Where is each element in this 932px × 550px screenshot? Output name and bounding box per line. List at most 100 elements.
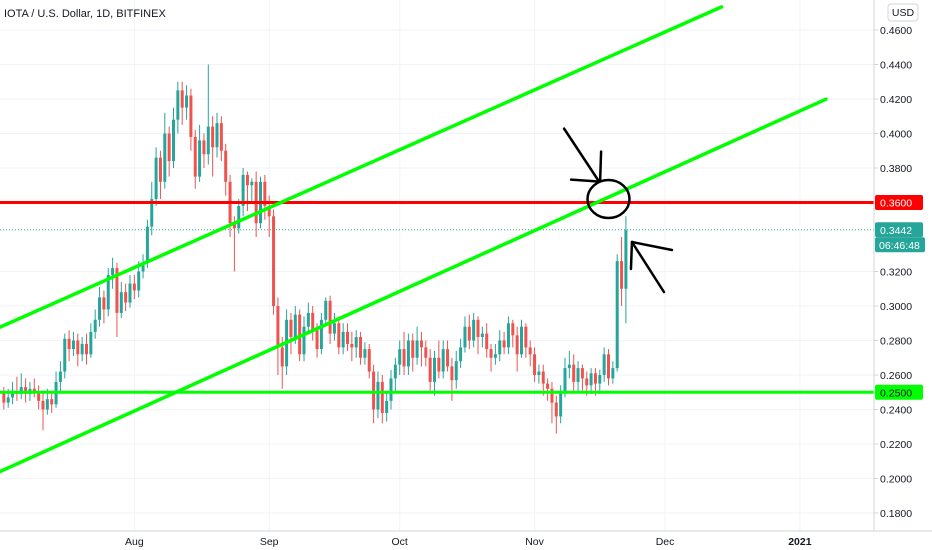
candle-up [54,371,58,408]
candle-body [511,323,515,336]
candle-down [380,375,384,424]
candle-body [80,343,84,355]
candle-up [385,392,389,422]
candle-body [298,314,302,355]
last-price-badge: 0.3442 [875,222,923,238]
candle-up [567,350,571,379]
candle-down [372,364,376,424]
candle-down [180,81,184,125]
candle-body [372,371,376,410]
candle-up [433,350,436,396]
candle-up [506,316,510,355]
candle-down [202,133,206,168]
candle-body [506,323,510,348]
candle-up [106,268,110,317]
price-tick-label: 0.2000 [880,474,912,486]
candle-body [224,150,228,182]
candle-down [15,376,19,401]
candle-body [276,306,280,348]
candle-body [433,357,436,382]
candle-down [193,130,197,189]
candle-body [337,323,341,348]
candle-body [272,216,276,306]
candle-up [198,124,202,182]
candle-down [515,326,519,372]
candle-body [620,261,624,289]
candle-body [554,402,558,417]
candle-up [237,199,241,234]
candle-body [593,373,597,384]
price-tick-label: 0.2800 [880,336,912,348]
candle-body [158,157,162,182]
candle-body [67,338,71,350]
candle-body [185,95,189,108]
candle-down [219,116,223,162]
currency-label: USD [892,7,915,19]
candle-down [276,297,280,375]
candle-up [459,338,463,369]
grid [0,0,874,531]
candle-up [206,64,210,165]
candle-up [185,85,189,120]
candle-body [559,392,563,417]
candle-body [459,347,463,362]
candle-down [437,340,441,379]
candle-down [367,343,371,379]
candle-body [93,319,97,332]
candle-body [502,340,506,348]
candle-body [406,340,410,367]
candle-body [537,371,541,375]
candle-down [224,143,228,196]
candle-body [324,300,328,320]
candle-body [515,335,519,355]
candle-up [141,254,145,279]
candle-body [328,300,332,334]
candle-body [311,312,315,331]
candle-down [485,323,489,358]
candle-body [611,368,615,379]
candle-down [245,171,249,212]
candle-down [228,174,232,237]
candle-down [411,333,415,372]
candle-body [493,354,497,358]
annotation-arrow-down-icon [562,127,603,183]
candle-body [154,157,158,200]
candle-body [306,312,310,327]
candle-up [354,330,358,358]
candle-down [24,378,28,403]
candle-body [419,340,423,348]
candle-body [167,133,171,162]
candle-body [245,174,249,186]
candle-body [607,354,610,379]
candle-body [359,337,363,358]
time-tick-label: Sep [260,536,279,548]
candle-body [2,392,6,403]
currency-button[interactable]: USD [887,3,919,22]
candle-body [180,90,184,108]
candle-body [150,199,154,227]
price-axis[interactable]: 0.4600 0.4400 0.4200 0.4000 0.3800 0.3200 0.30… [874,25,912,520]
candle-down [528,340,532,367]
candle-body [293,314,297,338]
candle-down [67,330,71,362]
candle-up [537,364,541,384]
candle-body [124,292,128,303]
candle-body [480,333,484,338]
candle-body [193,136,197,177]
time-tick-label: Oct [392,536,408,548]
candle-body [615,261,619,369]
candle-up [63,333,67,379]
candle-body [89,331,93,355]
time-axis[interactable]: Aug Sep Oct Nov Dec 2021 [125,536,812,548]
lower-trend-line [0,97,828,474]
candle-body [215,123,219,148]
candle-body [267,205,271,217]
candle-down [85,333,88,365]
candle-up [332,312,336,341]
price-tick-label: 0.4600 [880,25,912,37]
candle-body [106,274,110,310]
candle-down [502,331,506,355]
arrow-shaft [562,127,601,183]
arrow-head [569,150,603,183]
